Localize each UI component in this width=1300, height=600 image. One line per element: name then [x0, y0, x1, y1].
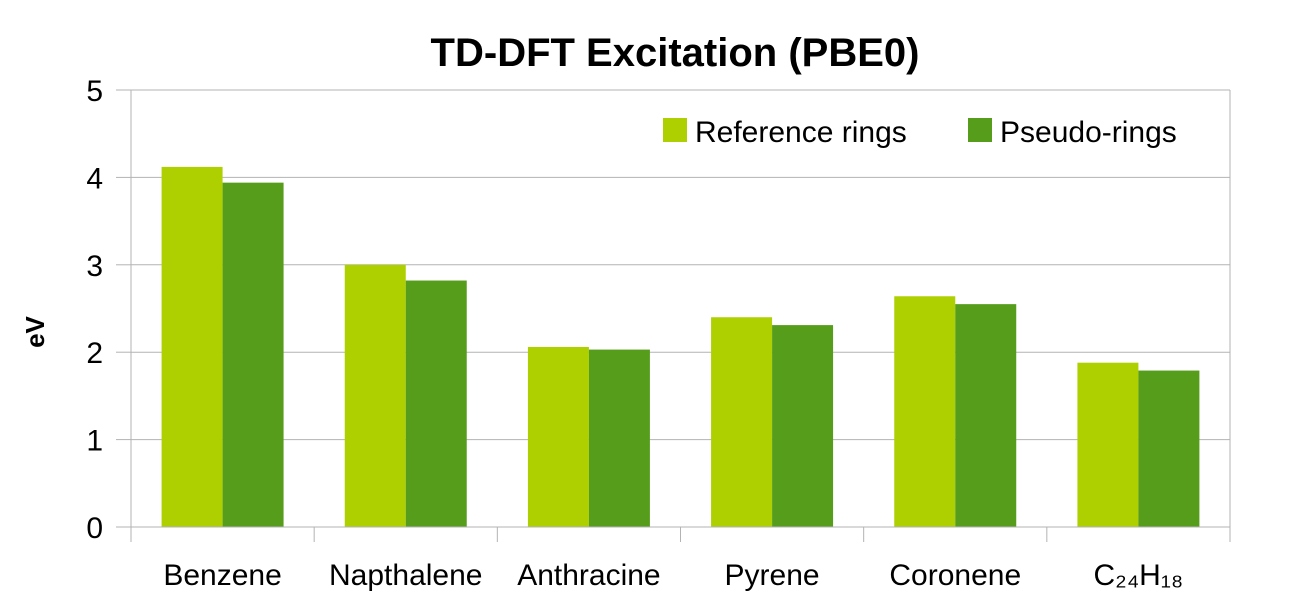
legend-label: Reference rings — [695, 116, 907, 149]
y-tick-label: 1 — [86, 425, 103, 458]
y-axis-label: eV — [20, 315, 50, 347]
y-tick-label: 5 — [86, 75, 103, 108]
x-tick-label: Benzene — [163, 559, 281, 592]
y-tick-label: 3 — [86, 250, 103, 283]
chart-title: TD-DFT Excitation (PBE0) — [431, 31, 920, 75]
legend-swatch — [968, 118, 992, 142]
bar-reference-rings-anthracine — [527, 346, 589, 527]
gridlines — [131, 89, 1230, 528]
y-tick-label: 0 — [86, 512, 103, 545]
bar-reference-rings-coronene — [894, 296, 956, 527]
x-tick-label: Napthalene — [329, 559, 482, 592]
legend-swatch — [663, 118, 687, 142]
bar-pseudo-rings-pyrene — [772, 325, 834, 527]
bar-reference-rings-c-h- — [1077, 362, 1139, 527]
bar-reference-rings-benzene — [161, 166, 223, 528]
bar-pseudo-rings-coronene — [955, 304, 1017, 527]
axes: 0 1 2 3 4 5 Benzene Napthalene Anthracine Pyrene C… — [86, 75, 1231, 592]
bar-reference-rings-pyrene — [711, 317, 773, 527]
y-tick-label: 2 — [86, 337, 103, 370]
x-tick-label: C₂₄H₁₈ — [1094, 559, 1184, 592]
x-tick-label: Coronene — [889, 559, 1021, 592]
bar-pseudo-rings-anthracine — [588, 349, 650, 527]
bar-pseudo-rings-c-h- — [1138, 370, 1200, 527]
x-tick-label: Anthracine — [517, 559, 660, 592]
legend-label: Pseudo-rings — [1000, 116, 1177, 149]
bar-pseudo-rings-benzene — [222, 182, 284, 528]
x-tick-label: Pyrene — [725, 559, 820, 592]
bar-reference-rings-napthalene — [344, 264, 406, 527]
bar-pseudo-rings-napthalene — [405, 280, 467, 527]
y-tick-label: 4 — [86, 162, 103, 195]
bars — [161, 166, 1200, 528]
legend: Reference rings Pseudo-rings — [663, 116, 1177, 149]
